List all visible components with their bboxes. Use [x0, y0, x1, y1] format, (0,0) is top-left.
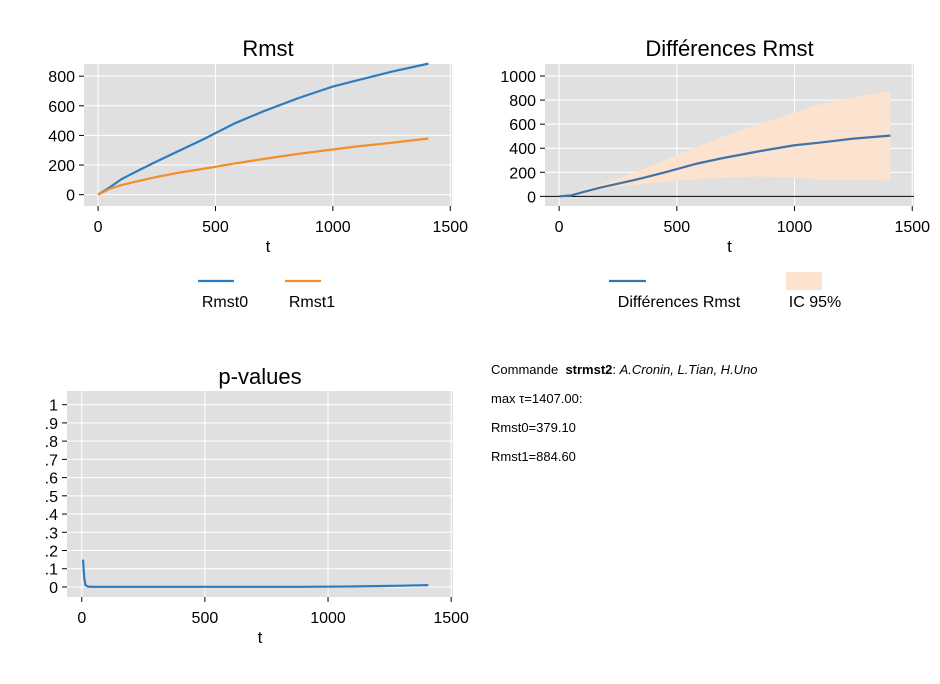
x-tick-label: 1000: [310, 610, 346, 627]
series-line-0: [97, 62, 429, 196]
x-tick-label: 0: [555, 219, 564, 236]
note-authors: A.Cronin, L.Tian, H.Uno: [619, 362, 758, 377]
y-tick-label: .6: [45, 471, 58, 488]
x-tick-label: 1000: [777, 219, 813, 236]
y-tick-label: .7: [45, 452, 58, 469]
x-tick-label: 0: [77, 610, 86, 627]
y-tick-label: 800: [48, 69, 75, 86]
y-tick-label: .5: [45, 489, 58, 506]
note-command-prefix: Commande: [491, 362, 559, 377]
series-line-0: [81, 559, 429, 588]
y-tick-label: .4: [45, 507, 58, 524]
y-tick-label: 800: [509, 93, 536, 110]
x-tick-label: 500: [192, 610, 219, 627]
x-tick-label: 1500: [433, 610, 469, 627]
legend-label-0: Rmst0: [202, 294, 248, 311]
y-tick-label: 400: [509, 141, 536, 158]
ci-band: [559, 90, 891, 197]
chart-title: Différences Rmst: [645, 36, 813, 61]
chart-1: 0 500 1000 1500 0 200 400 600 800 1000 Différences…: [500, 36, 930, 256]
x-axis-label: t: [727, 237, 732, 256]
note-rmst1: Rmst1=884.60: [491, 449, 576, 464]
y-tick-label: .1: [45, 562, 58, 579]
legend-label-diff: Différences Rmst: [618, 294, 741, 311]
legend-label-1: Rmst1: [289, 294, 335, 311]
chart-2: 0 500 1000 15000.1.2.3.4.5.6.7.8.91p-values…: [45, 364, 469, 647]
y-tick-label: 600: [48, 99, 75, 116]
y-tick-label: .8: [45, 434, 58, 451]
x-tick-label: 1500: [432, 219, 468, 236]
x-tick-label: 1500: [894, 219, 930, 236]
x-tick-label: 1000: [315, 219, 351, 236]
x-tick-label: 0: [94, 219, 103, 236]
note-command: Commande strmst2: A.Cronin, L.Tian, H.Un…: [491, 362, 758, 377]
y-tick-label: 1: [49, 398, 58, 415]
y-tick-label: 600: [509, 117, 536, 134]
x-axis-label: t: [258, 628, 263, 647]
x-tick-label: 500: [202, 219, 229, 236]
y-tick-label: 1000: [500, 69, 536, 86]
legend-rmst: Rmst0 Rmst1: [198, 279, 335, 311]
legend-key-ci: [786, 272, 822, 290]
chart-title: p-values: [218, 364, 301, 389]
y-tick-label: .2: [45, 544, 58, 561]
y-tick-label: 200: [48, 158, 75, 175]
y-tick-label: 0: [527, 189, 536, 206]
legend-label-ci: IC 95%: [789, 294, 841, 311]
plot-area: [67, 391, 453, 597]
chart-0: 0 500 1000 1500 0 200 400 600 800 Rmst t: [48, 36, 468, 256]
series-line-1: [97, 137, 429, 196]
y-tick-label: .9: [45, 416, 58, 433]
note-command-name: strmst2: [565, 362, 613, 377]
series-line-0: [559, 134, 891, 198]
note-max-tau: max τ=1407.00:: [491, 391, 583, 406]
x-tick-label: 500: [663, 219, 690, 236]
x-axis-label: t: [266, 237, 271, 256]
y-tick-label: .3: [45, 525, 58, 542]
y-tick-label: 0: [49, 580, 58, 597]
y-tick-label: 200: [509, 165, 536, 182]
y-tick-label: 400: [48, 128, 75, 145]
legend-diff: Différences Rmst IC 95%: [609, 272, 841, 311]
chart-title: Rmst: [242, 36, 293, 61]
note-rmst0: Rmst0=379.10: [491, 420, 576, 435]
y-tick-label: 0: [66, 188, 75, 205]
